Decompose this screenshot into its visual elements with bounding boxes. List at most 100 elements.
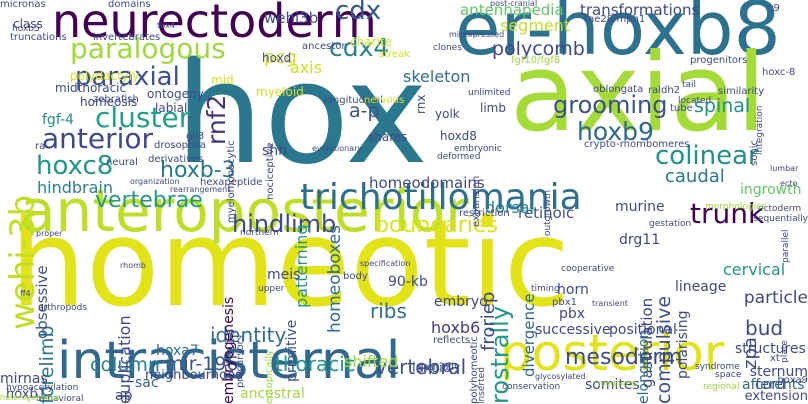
word-conservation: conservation [502, 382, 561, 392]
word-proper: proper [36, 229, 63, 238]
word-hoxa7: hoxa7 [156, 343, 199, 359]
word-drosophila: drosophila [154, 140, 207, 151]
word-a-p: a-p [349, 100, 380, 122]
word-evolutionary: evolutionary [312, 144, 363, 153]
word-cervical: cervical [723, 260, 786, 279]
word-heterogeneous: heterogeneous [0, 393, 61, 402]
word-class: class [13, 17, 43, 31]
word-extension: extension [744, 389, 808, 404]
word-plate: plate [780, 340, 790, 363]
word-gli3: gli3 [186, 131, 205, 142]
word-labial: labial [155, 101, 188, 115]
word-post-cranial: post-cranial [490, 0, 538, 8]
word-e11-5: e11.5 [226, 328, 237, 357]
word-domains: domains [108, 0, 151, 10]
word-homeodomains: homeodomains [369, 174, 485, 192]
word-bud: bud [745, 316, 784, 340]
word-specification: specification [360, 259, 411, 268]
word-thoracic: thoracic [275, 352, 356, 376]
word-ingrowth: ingrowth [740, 182, 802, 198]
word-truncations: truncations [10, 32, 67, 43]
word-somites: somites [585, 377, 640, 393]
word-spinal: spinal [694, 95, 751, 117]
word-invertebrates: invertebrates [93, 32, 161, 43]
word-nociceptive: nociceptive [265, 142, 276, 201]
word-neural: neural [106, 157, 138, 168]
word-polarising: polarising [675, 310, 691, 379]
word-posterior: posterior [500, 324, 725, 382]
word-trichotillomania: trichotillomania [300, 177, 582, 218]
word-spatially: spatially [418, 362, 460, 373]
word-mediated: mediated [598, 379, 637, 388]
word-deformed: deformed [437, 152, 481, 162]
word-behavioral: behavioral [36, 394, 84, 404]
word-midthoracic: midthoracic [55, 81, 127, 95]
word-misexpressed: misexpressed [449, 30, 505, 39]
word-cdx: cdx [335, 0, 382, 26]
word-afferents: afferents [742, 377, 805, 393]
word-murine: murine [615, 199, 665, 215]
word-cord: cord [755, 377, 786, 393]
word-luxoid: luxoid [412, 361, 451, 376]
word-inserted: inserted [477, 367, 487, 404]
word-homeoboxes: homeoboxes [325, 224, 345, 333]
word-paraxial: paraxial [75, 62, 180, 92]
word-myelomonocytic: myelomonocytic [226, 140, 237, 223]
word-xt: xt [770, 353, 780, 364]
word-cdx4: cdx4 [329, 33, 390, 62]
word-cooperative: cooperative [561, 264, 615, 274]
word-ecto: ecto [780, 179, 798, 188]
word-embryo: embryo [434, 294, 488, 310]
word-raldh2: raldh2 [648, 85, 681, 96]
word-drg11: drg11 [619, 232, 661, 248]
word-pbx: pbx [559, 306, 586, 322]
word-expansion: expansion [471, 175, 482, 227]
word-restriction: restriction [459, 208, 510, 219]
word-located: located [678, 96, 712, 106]
word-vertebral: vertebral [375, 355, 467, 379]
word-ra: ra [35, 141, 46, 152]
word-identity: identity [210, 323, 287, 347]
word-retinoic: retinoic [518, 204, 575, 222]
word-colinear: colinear [655, 141, 759, 171]
word-charite: charite [350, 35, 392, 49]
word-regional: regional [703, 382, 740, 392]
word-rnf2: rnf2 [202, 94, 231, 145]
word-outgrowth: outgrowth [543, 189, 553, 236]
word-structures: structures [735, 341, 806, 357]
word-particle: particle [743, 288, 808, 308]
word-anteroposterior: anteroposterior [20, 177, 470, 245]
word-axial: axial [510, 31, 767, 156]
word-unlimited: unlimited [468, 88, 511, 98]
word-homeotic: homeotic [10, 195, 570, 334]
word-ancestor: ancestor [302, 41, 346, 52]
word-mir-196: mir-196 [165, 353, 239, 375]
word-reflects: reflects [433, 335, 471, 346]
word-positional: positional [609, 322, 677, 338]
word-hypoacetylation: hypoacetylation [6, 383, 79, 393]
word-clones: clones [433, 43, 462, 53]
word-upper: upper [258, 284, 285, 294]
word-parallel: parallel [781, 229, 791, 263]
word-primitive: primitive [284, 319, 300, 382]
word-sternum: sternum [749, 364, 808, 380]
word-grooming: grooming [553, 91, 668, 119]
word-rnx: rnx [414, 94, 428, 114]
word-polycomb: polycomb [492, 38, 585, 60]
word-mesoderm: mesoderm [565, 345, 683, 370]
word-glycosylated: glycosylated [535, 372, 586, 381]
word-body: body [343, 271, 368, 282]
word-ff4: ff4 [20, 289, 31, 298]
word-pbx1: pbx1 [552, 297, 577, 308]
word-caudal: caudal [665, 166, 725, 187]
word-ap: ap [115, 388, 133, 404]
word-lumbar: lumbar [770, 164, 799, 173]
word-shifted: shifted [344, 352, 399, 371]
word-yolk: yolk [435, 107, 460, 121]
word-shh: shh [262, 143, 288, 159]
word-longitudinal: longitudinal [324, 95, 383, 106]
word-ontogeny: ontogeny [147, 87, 204, 101]
word-vertebrae: vertebrae [95, 188, 203, 213]
word-organization: organization [130, 177, 180, 186]
